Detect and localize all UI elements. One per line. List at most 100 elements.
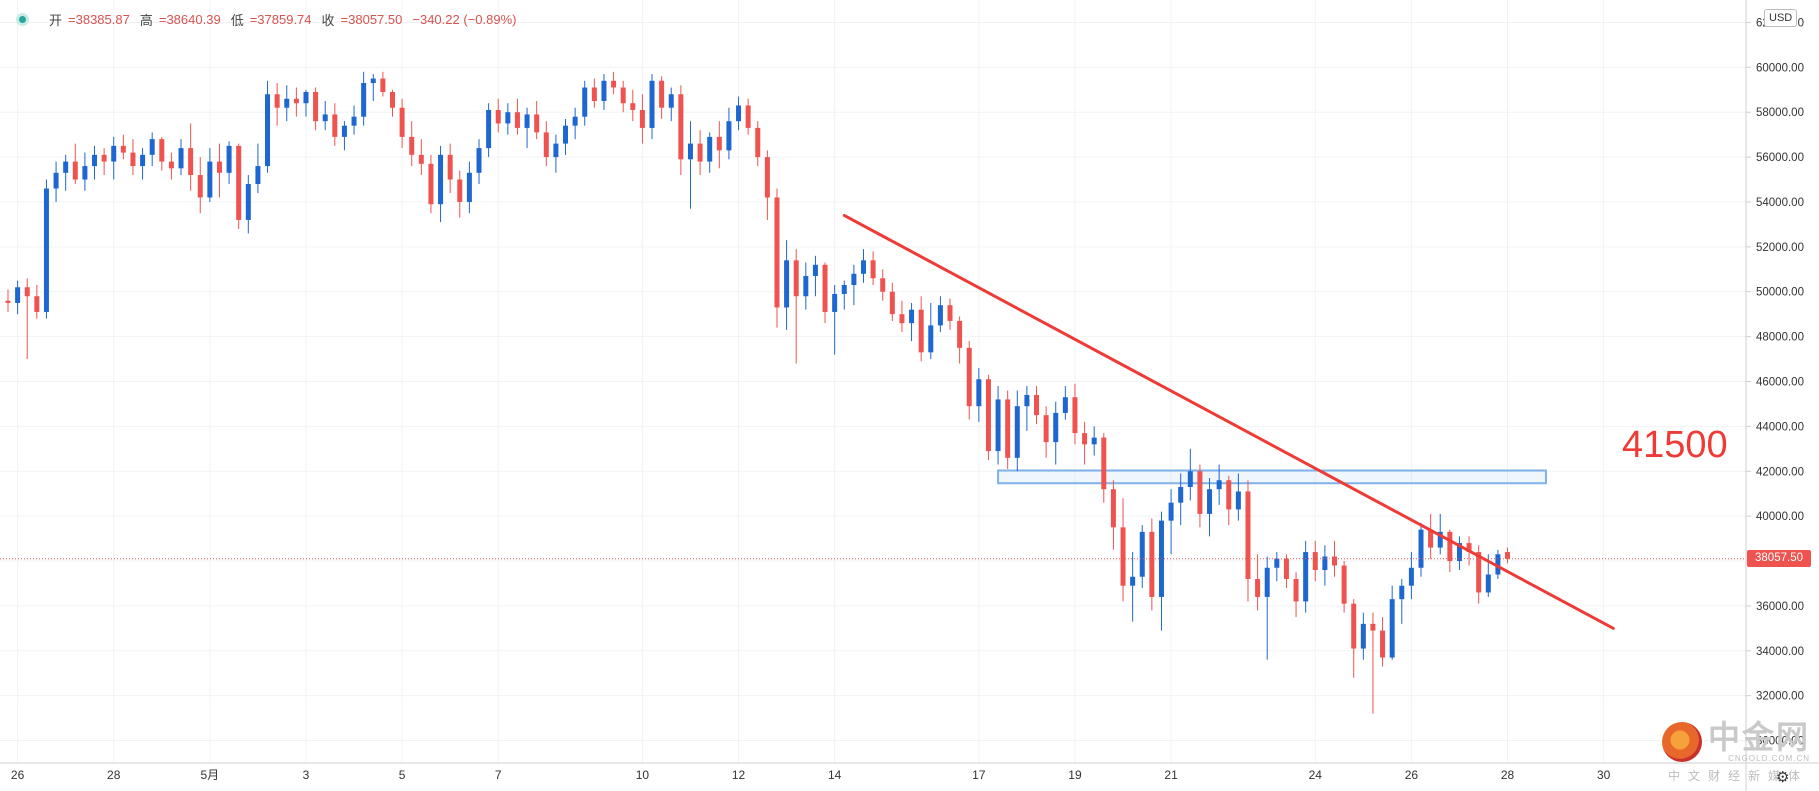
candle-body — [1168, 502, 1174, 521]
candle-body — [1178, 486, 1184, 503]
candle-body — [543, 132, 549, 158]
candle-body — [303, 92, 309, 104]
candle-body — [111, 145, 117, 162]
candle-body — [976, 379, 982, 407]
x-tick-label: 26 — [1405, 768, 1419, 782]
candle-body — [745, 105, 751, 128]
y-tick-label: 58000.00 — [1756, 107, 1804, 119]
candle-body — [1149, 531, 1155, 597]
candle-body — [43, 188, 49, 312]
candle-body — [1456, 543, 1462, 562]
high-label: 高 — [139, 13, 153, 28]
candle-body — [534, 114, 540, 133]
candle-body — [1389, 599, 1395, 658]
candle-body — [361, 83, 367, 117]
candle-body — [851, 273, 857, 286]
currency-badge[interactable]: USD — [1764, 9, 1798, 27]
y-tick-label: 30000.00 — [1756, 736, 1804, 748]
candle-body — [1418, 529, 1424, 568]
candle-body — [620, 87, 626, 104]
candle-body — [1274, 558, 1280, 568]
candle-body — [1034, 394, 1040, 416]
candle-body — [1495, 554, 1501, 575]
candle-body — [707, 136, 713, 162]
symbol-status-icon[interactable] — [16, 13, 29, 26]
cngold-logo-icon — [1662, 721, 1702, 762]
y-tick-label: 60000.00 — [1756, 62, 1804, 74]
trendline-line[interactable] — [842, 213, 1615, 630]
candle-body — [1024, 394, 1030, 407]
candle-body — [812, 264, 818, 277]
candle-body — [149, 139, 155, 155]
candle-body — [1005, 399, 1011, 458]
watermark-slogan: 中文财经新媒体 — [1668, 769, 1809, 783]
candle-body — [466, 172, 472, 202]
x-tick-label: 24 — [1309, 768, 1323, 782]
zone-rect[interactable] — [997, 469, 1547, 485]
candle-body — [341, 125, 347, 137]
change-value: −340.22 (−0.89%) — [412, 12, 517, 27]
candle-body — [860, 260, 866, 274]
candle-body — [563, 125, 569, 144]
x-tick-label: 10 — [636, 768, 650, 782]
candle-body — [1226, 480, 1232, 510]
support-resistance-zone — [997, 469, 1547, 485]
price-annotation: 41500 — [1622, 424, 1728, 466]
trendline[interactable] — [842, 213, 1615, 630]
x-tick-label: 7 — [495, 768, 502, 782]
ohlc-legend: 开 =38385.87 高 =38640.39 低 =37859.74 收 =38057… — [16, 10, 520, 29]
candle-body — [15, 287, 21, 303]
candle-body — [1043, 415, 1049, 443]
time-axis[interactable]: 26 28 5月 3 5 7 10 12 14 17 19 21 24 26 28 30 — [0, 762, 1819, 782]
candle-body — [322, 114, 328, 122]
candle-body — [784, 260, 790, 308]
candle-body — [370, 78, 376, 84]
candle-body — [1380, 630, 1386, 658]
candle-body — [226, 145, 232, 173]
candle-body — [1351, 603, 1357, 649]
candle-body — [24, 287, 30, 297]
candle-body — [1447, 531, 1453, 562]
candle-body — [1101, 437, 1107, 490]
candle-body — [514, 112, 520, 128]
candle-body — [764, 157, 770, 198]
candle-body — [476, 148, 482, 173]
candle-body — [611, 80, 617, 88]
x-tick-label: 28 — [107, 768, 121, 782]
y-tick-label: 46000.00 — [1756, 377, 1804, 389]
candle-body — [236, 145, 242, 220]
candle-body — [591, 87, 597, 101]
y-tick-label: 42000.00 — [1756, 466, 1804, 478]
candle-body — [380, 78, 386, 93]
candle-body — [601, 80, 607, 101]
open-label: 开 — [49, 13, 63, 28]
candle-body — [937, 305, 943, 326]
candle-body — [841, 285, 847, 294]
price-axis[interactable]: 62000.0060000.0058000.0056000.0054000.00… — [1745, 0, 1804, 791]
candle-body — [274, 94, 280, 108]
candle-body — [668, 94, 674, 108]
candle-body — [639, 109, 645, 128]
y-tick-label: 50000.00 — [1756, 287, 1804, 299]
candle-body — [178, 148, 184, 169]
candle-body — [899, 314, 905, 324]
candle-body — [1312, 552, 1318, 571]
x-tick-label: 17 — [972, 768, 986, 782]
candle-body — [1466, 543, 1472, 553]
candle-body — [216, 161, 222, 173]
candle-body — [5, 300, 11, 303]
gear-icon[interactable]: ⚙ — [1776, 769, 1790, 786]
x-tick-label: 14 — [828, 768, 842, 782]
candle-body — [1082, 433, 1088, 445]
candle-body — [524, 114, 530, 128]
candle-body — [1245, 491, 1251, 579]
candle-body — [1053, 412, 1059, 443]
candle-body — [889, 291, 895, 315]
last-price-tag: 38057.50 — [1747, 550, 1811, 568]
candle-body — [803, 276, 809, 297]
candle-body — [351, 116, 357, 126]
candle-body — [34, 296, 40, 312]
y-tick-label: 48000.00 — [1756, 332, 1804, 344]
close-label: 收 — [321, 13, 335, 28]
